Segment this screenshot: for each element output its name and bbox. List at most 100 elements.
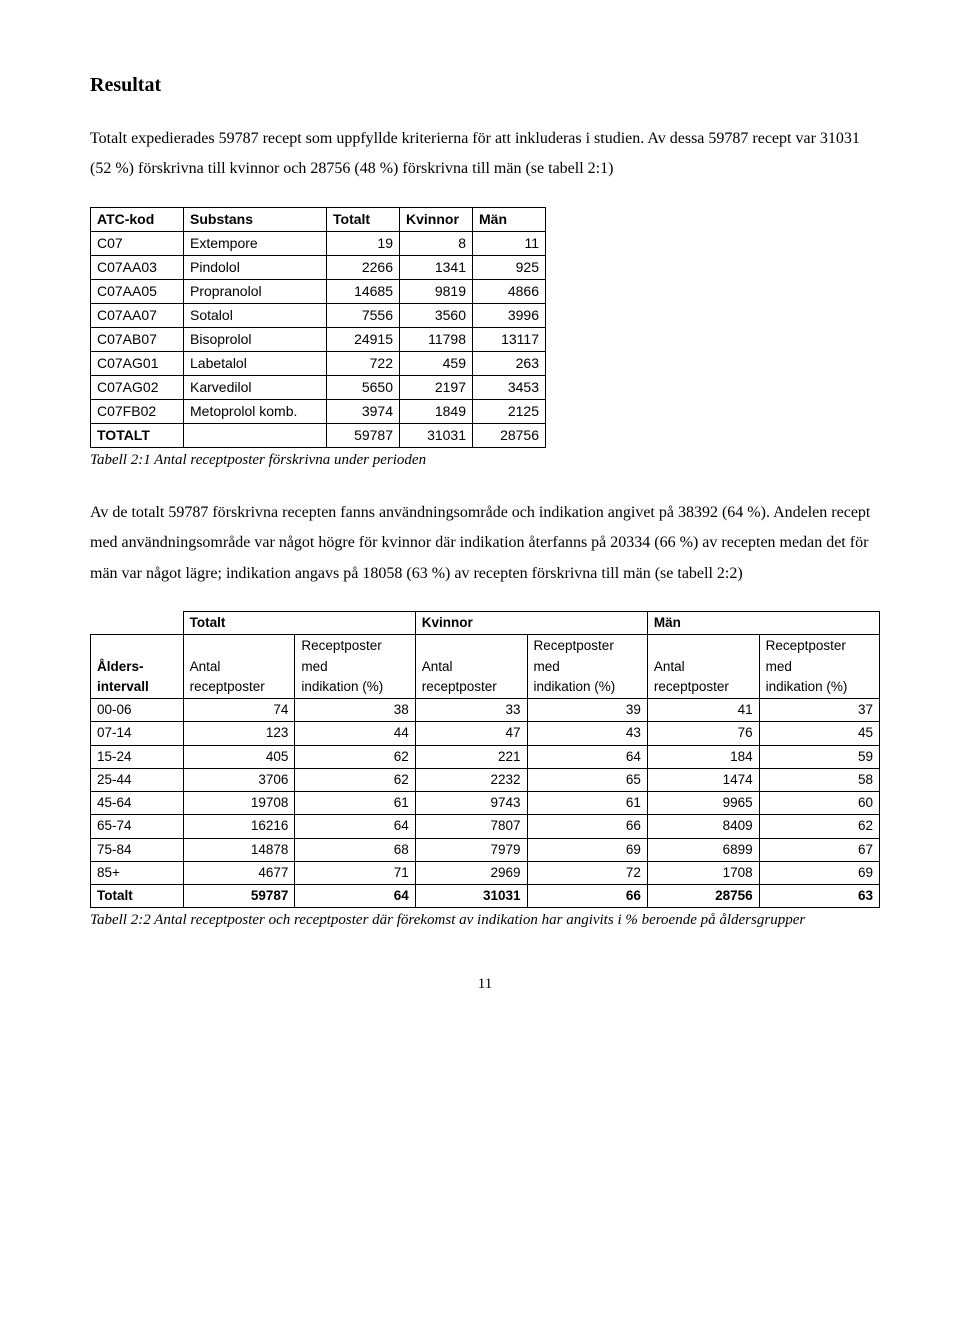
table-cell: 8409 xyxy=(647,815,759,838)
table-cell: C07AB07 xyxy=(91,327,184,351)
table-cell: 31031 xyxy=(400,423,473,447)
table-cell: 13117 xyxy=(473,327,546,351)
paragraph-intro: Totalt expedierades 59787 recept som upp… xyxy=(90,124,880,185)
table-group-header: Män xyxy=(647,612,879,635)
table-subheader: Receptpostermedindikation (%) xyxy=(527,635,647,699)
table-cell: 2969 xyxy=(415,861,527,884)
table-cell: Propranolol xyxy=(184,279,327,303)
table-cell: 1474 xyxy=(647,768,759,791)
table-cell: C07AG02 xyxy=(91,375,184,399)
table-cell: 11 xyxy=(473,231,546,255)
table-cell: 44 xyxy=(295,722,415,745)
table-row: 45-641970861974361996560 xyxy=(91,792,880,815)
table-cell: C07AA05 xyxy=(91,279,184,303)
table-cell: 7556 xyxy=(327,303,400,327)
table-cell: 405 xyxy=(183,745,295,768)
table-row: C07FB02Metoprolol komb.397418492125 xyxy=(91,399,546,423)
table-cell: 43 xyxy=(527,722,647,745)
table-cell: 263 xyxy=(473,351,546,375)
table-cell: 67 xyxy=(759,838,879,861)
table-cell: 39 xyxy=(527,699,647,722)
table-cell: 75-84 xyxy=(91,838,184,861)
table-row: 85+467771296972170869 xyxy=(91,861,880,884)
table-header: Substans xyxy=(184,207,327,231)
table-cell: 1849 xyxy=(400,399,473,423)
table-cell: 11798 xyxy=(400,327,473,351)
table-cell: 3974 xyxy=(327,399,400,423)
table-cell: C07 xyxy=(91,231,184,255)
table-cell: 62 xyxy=(295,745,415,768)
table-subheader: Antalreceptposter xyxy=(415,635,527,699)
table-cell: 5650 xyxy=(327,375,400,399)
table-subheader: Ålders-intervall xyxy=(91,635,184,699)
table-cell: 15-24 xyxy=(91,745,184,768)
table-cell: C07AA03 xyxy=(91,255,184,279)
table-cell: 62 xyxy=(759,815,879,838)
table-cell: 184 xyxy=(647,745,759,768)
table-cell: 28756 xyxy=(647,885,759,908)
table-cell: Extempore xyxy=(184,231,327,255)
table-cell: 64 xyxy=(295,885,415,908)
table-cell: 60 xyxy=(759,792,879,815)
table-cell: 3996 xyxy=(473,303,546,327)
table-cell: Labetalol xyxy=(184,351,327,375)
table-cell: 123 xyxy=(183,722,295,745)
table-row: Totalt597876431031662875663 xyxy=(91,885,880,908)
table-cell: 925 xyxy=(473,255,546,279)
table-subheader: Receptpostermedindikation (%) xyxy=(759,635,879,699)
table-row: C07AA03Pindolol22661341925 xyxy=(91,255,546,279)
table-cell: 76 xyxy=(647,722,759,745)
table-cell: 65 xyxy=(527,768,647,791)
table-header: Totalt xyxy=(327,207,400,231)
table-row: 65-741621664780766840962 xyxy=(91,815,880,838)
table-cell: 69 xyxy=(759,861,879,884)
table-cell: 61 xyxy=(527,792,647,815)
table-cell: 3706 xyxy=(183,768,295,791)
table-cell: 33 xyxy=(415,699,527,722)
table-cell: 9965 xyxy=(647,792,759,815)
table-header: Män xyxy=(473,207,546,231)
table-cell: 00-06 xyxy=(91,699,184,722)
table-header: ATC-kod xyxy=(91,207,184,231)
table-cell: 63 xyxy=(759,885,879,908)
table-row: C07AA07Sotalol755635603996 xyxy=(91,303,546,327)
table-cell: 61 xyxy=(295,792,415,815)
table-caption: Tabell 2:1 Antal receptposter förskrivna… xyxy=(90,450,880,470)
table-row: C07AB07Bisoprolol249151179813117 xyxy=(91,327,546,351)
table-cell: 722 xyxy=(327,351,400,375)
table-cell: Sotalol xyxy=(184,303,327,327)
table-cell: 69 xyxy=(527,838,647,861)
table-cell: 59787 xyxy=(183,885,295,908)
table-cell: Bisoprolol xyxy=(184,327,327,351)
table-cell: 3560 xyxy=(400,303,473,327)
table-cell: 68 xyxy=(295,838,415,861)
table-cell: 14878 xyxy=(183,838,295,861)
table-group-header: Totalt xyxy=(183,612,415,635)
page-heading: Resultat xyxy=(90,70,880,100)
table-row: 07-141234447437645 xyxy=(91,722,880,745)
table-cell: TOTALT xyxy=(91,423,184,447)
table-cell: 9743 xyxy=(415,792,527,815)
table-caption: Tabell 2:2 Antal receptposter och recept… xyxy=(90,910,880,930)
table-cell: 1708 xyxy=(647,861,759,884)
table-cell: 45 xyxy=(759,722,879,745)
table-row: 25-44370662223265147458 xyxy=(91,768,880,791)
table-cell: 8 xyxy=(400,231,473,255)
table-cell: 37 xyxy=(759,699,879,722)
table-cell: 6899 xyxy=(647,838,759,861)
table-cell: 14685 xyxy=(327,279,400,303)
table-cell: Metoprolol komb. xyxy=(184,399,327,423)
table-subheader: Antalreceptposter xyxy=(647,635,759,699)
table-cell: 19708 xyxy=(183,792,295,815)
table-group-header: Kvinnor xyxy=(415,612,647,635)
table-cell: 45-64 xyxy=(91,792,184,815)
table-row: 00-06743833394137 xyxy=(91,699,880,722)
table-age: Totalt Kvinnor Män Ålders-intervall Antal… xyxy=(90,611,880,908)
table-cell: 2197 xyxy=(400,375,473,399)
table-cell: 72 xyxy=(527,861,647,884)
table-header: Kvinnor xyxy=(400,207,473,231)
table-row: 75-841487868797969689967 xyxy=(91,838,880,861)
table-cell: 74 xyxy=(183,699,295,722)
table-row: C07AG02Karvedilol565021973453 xyxy=(91,375,546,399)
table-cell: 221 xyxy=(415,745,527,768)
